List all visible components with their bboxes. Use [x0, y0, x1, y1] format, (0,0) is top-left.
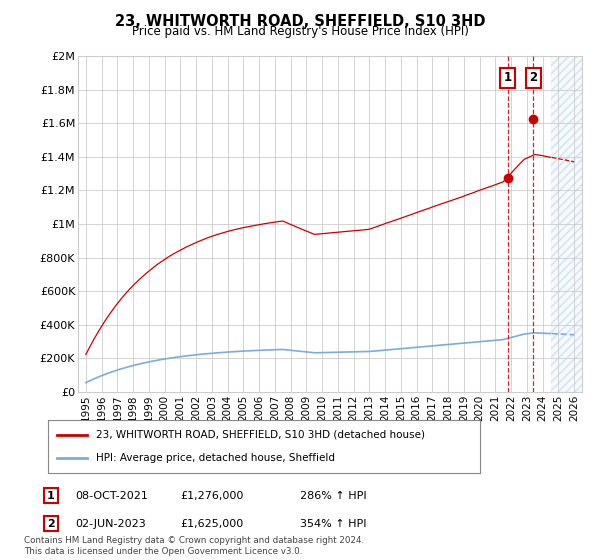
Text: £1,625,000: £1,625,000 — [180, 519, 243, 529]
Text: 02-JUN-2023: 02-JUN-2023 — [75, 519, 146, 529]
Text: 1: 1 — [47, 491, 55, 501]
Text: 23, WHITWORTH ROAD, SHEFFIELD, S10 3HD (detached house): 23, WHITWORTH ROAD, SHEFFIELD, S10 3HD (… — [95, 430, 425, 440]
Text: HPI: Average price, detached house, Sheffield: HPI: Average price, detached house, Shef… — [95, 453, 335, 463]
Bar — [551, 56, 582, 392]
Text: 2: 2 — [47, 519, 55, 529]
Text: 1: 1 — [503, 71, 512, 85]
Text: 354% ↑ HPI: 354% ↑ HPI — [300, 519, 367, 529]
Text: £1,276,000: £1,276,000 — [180, 491, 244, 501]
Bar — [551, 56, 582, 392]
Text: Price paid vs. HM Land Registry's House Price Index (HPI): Price paid vs. HM Land Registry's House … — [131, 25, 469, 38]
Text: Contains HM Land Registry data © Crown copyright and database right 2024.
This d: Contains HM Land Registry data © Crown c… — [24, 536, 364, 556]
Text: 08-OCT-2021: 08-OCT-2021 — [75, 491, 148, 501]
Text: 23, WHITWORTH ROAD, SHEFFIELD, S10 3HD: 23, WHITWORTH ROAD, SHEFFIELD, S10 3HD — [115, 14, 485, 29]
Text: 2: 2 — [529, 71, 538, 85]
Text: 286% ↑ HPI: 286% ↑ HPI — [300, 491, 367, 501]
